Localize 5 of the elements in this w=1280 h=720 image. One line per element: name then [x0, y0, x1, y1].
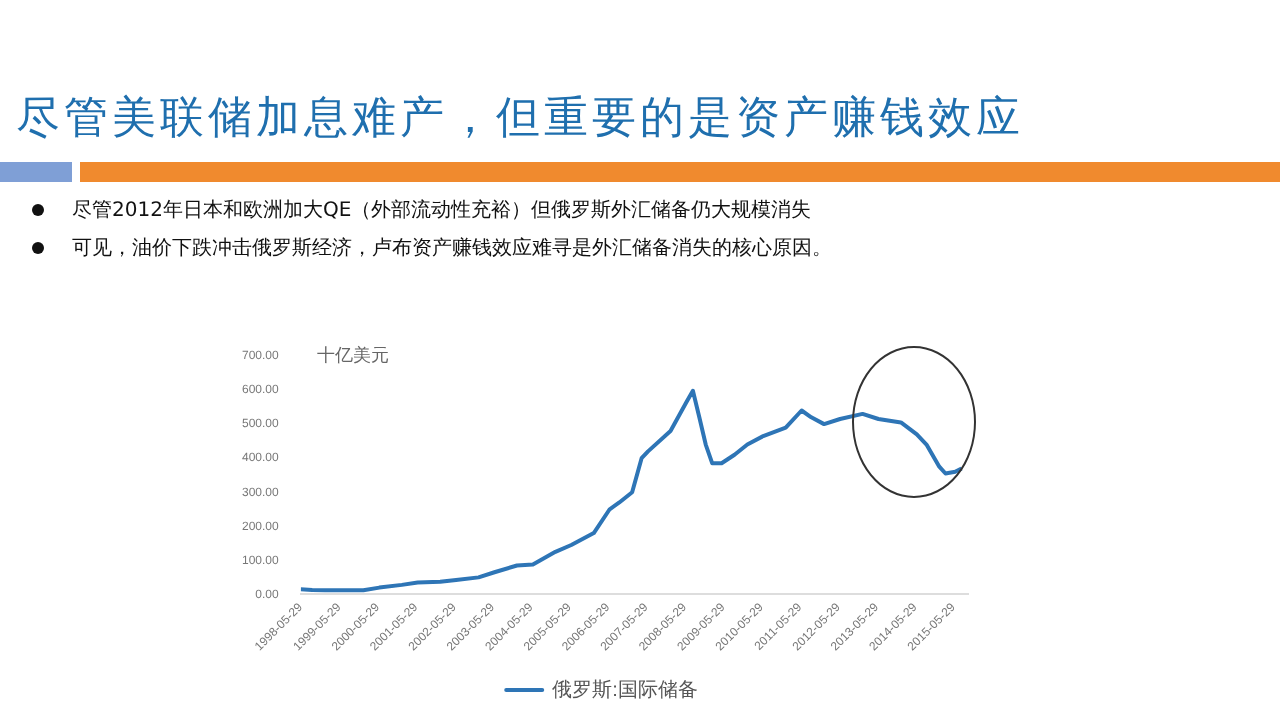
legend-label: 俄罗斯:国际储备: [552, 677, 698, 702]
chart-title: 尽管美联储加息难产，但重要的是资产赚钱效应: [16, 92, 1024, 148]
y-axis-title: 十亿美元: [316, 344, 389, 367]
text: 尽管2012年日本和欧洲加大QE（外部流动性充裕）但俄罗斯外汇储备仍大规模消失: [72, 197, 812, 224]
text: 可见，油价下跌冲击俄罗斯经济，卢布资产赚钱效应难寻是外汇储备消失的核心原因。: [72, 235, 832, 262]
